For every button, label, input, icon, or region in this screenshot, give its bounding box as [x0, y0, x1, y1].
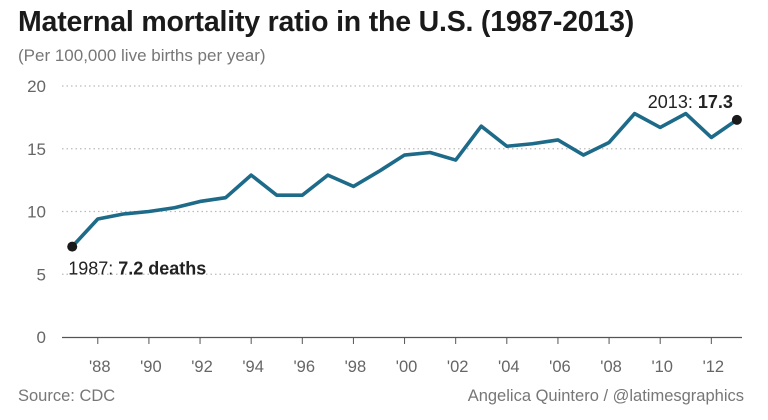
y-tick-label-20: 20	[27, 77, 46, 96]
x-tick-label-2006: '06	[549, 358, 571, 376]
annotation-prefix-1987: 1987:	[68, 259, 118, 279]
credit-note: Angelica Quintero / @latimesgraphics	[467, 387, 744, 405]
x-tick-label-1998: '98	[345, 358, 367, 376]
x-axis: '88 '90 '92 '94 '96 '98 '00 '02 '04 '06 '08 '10 '12	[62, 336, 742, 376]
chart-subtitle: (Per 100,000 live births per year)	[18, 46, 266, 65]
x-tick-label-2002: '02	[447, 358, 469, 376]
y-tick-label-10: 10	[27, 203, 46, 222]
x-tick-label-1988: '88	[89, 358, 111, 376]
chart-title: Maternal mortality ratio in the U.S. (19…	[18, 6, 635, 38]
annotation-label-1987: 1987: 7.2 deaths	[68, 259, 206, 279]
marker-1987	[67, 241, 78, 252]
series	[70, 111, 739, 249]
gridlines	[62, 85, 742, 275]
x-tick-label-2008: '08	[600, 358, 622, 376]
x-tick-label-2000: '00	[396, 358, 418, 376]
annotation-label-2013: 2013: 17.3	[648, 92, 733, 112]
x-tick-label-1992: '92	[191, 358, 213, 376]
source-note: Source: CDC	[18, 387, 116, 405]
y-tick-label-15: 15	[27, 140, 46, 159]
x-tick-label-1990: '90	[140, 358, 162, 376]
marker-2013	[731, 114, 742, 125]
x-tick-label-2010: '10	[651, 358, 673, 376]
annotation-prefix-2013: 2013:	[648, 92, 698, 112]
x-tick-label-2004: '04	[498, 358, 520, 376]
y-tick-label-0: 0	[37, 328, 46, 347]
series-line-0	[70, 111, 739, 249]
annotation-value-1987: 7.2 deaths	[118, 259, 206, 279]
y-axis-tick-labels: 0 5 10 15 20	[27, 77, 46, 347]
y-tick-label-5: 5	[37, 265, 46, 284]
x-tick-label-1996: '96	[294, 358, 316, 376]
annotations: 1987: 7.2 deaths 2013: 17.3	[67, 92, 742, 279]
x-tick-label-1994: '94	[242, 358, 264, 376]
annotation-value-2013: 17.3	[698, 92, 733, 112]
x-tick-label-2012: '12	[703, 358, 725, 376]
